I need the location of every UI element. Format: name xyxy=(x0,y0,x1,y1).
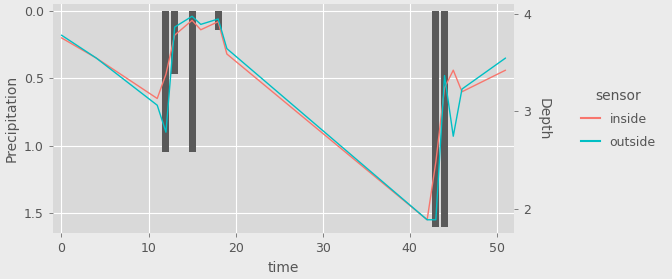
X-axis label: time: time xyxy=(268,261,299,275)
Bar xyxy=(441,11,448,227)
Y-axis label: Depth: Depth xyxy=(536,98,550,140)
Legend: inside, outside: inside, outside xyxy=(576,84,661,154)
Bar xyxy=(432,11,439,227)
Bar xyxy=(214,11,222,30)
Y-axis label: Precipitation: Precipitation xyxy=(4,75,18,162)
Bar xyxy=(171,11,178,74)
Bar xyxy=(163,11,169,152)
Bar xyxy=(189,11,196,152)
